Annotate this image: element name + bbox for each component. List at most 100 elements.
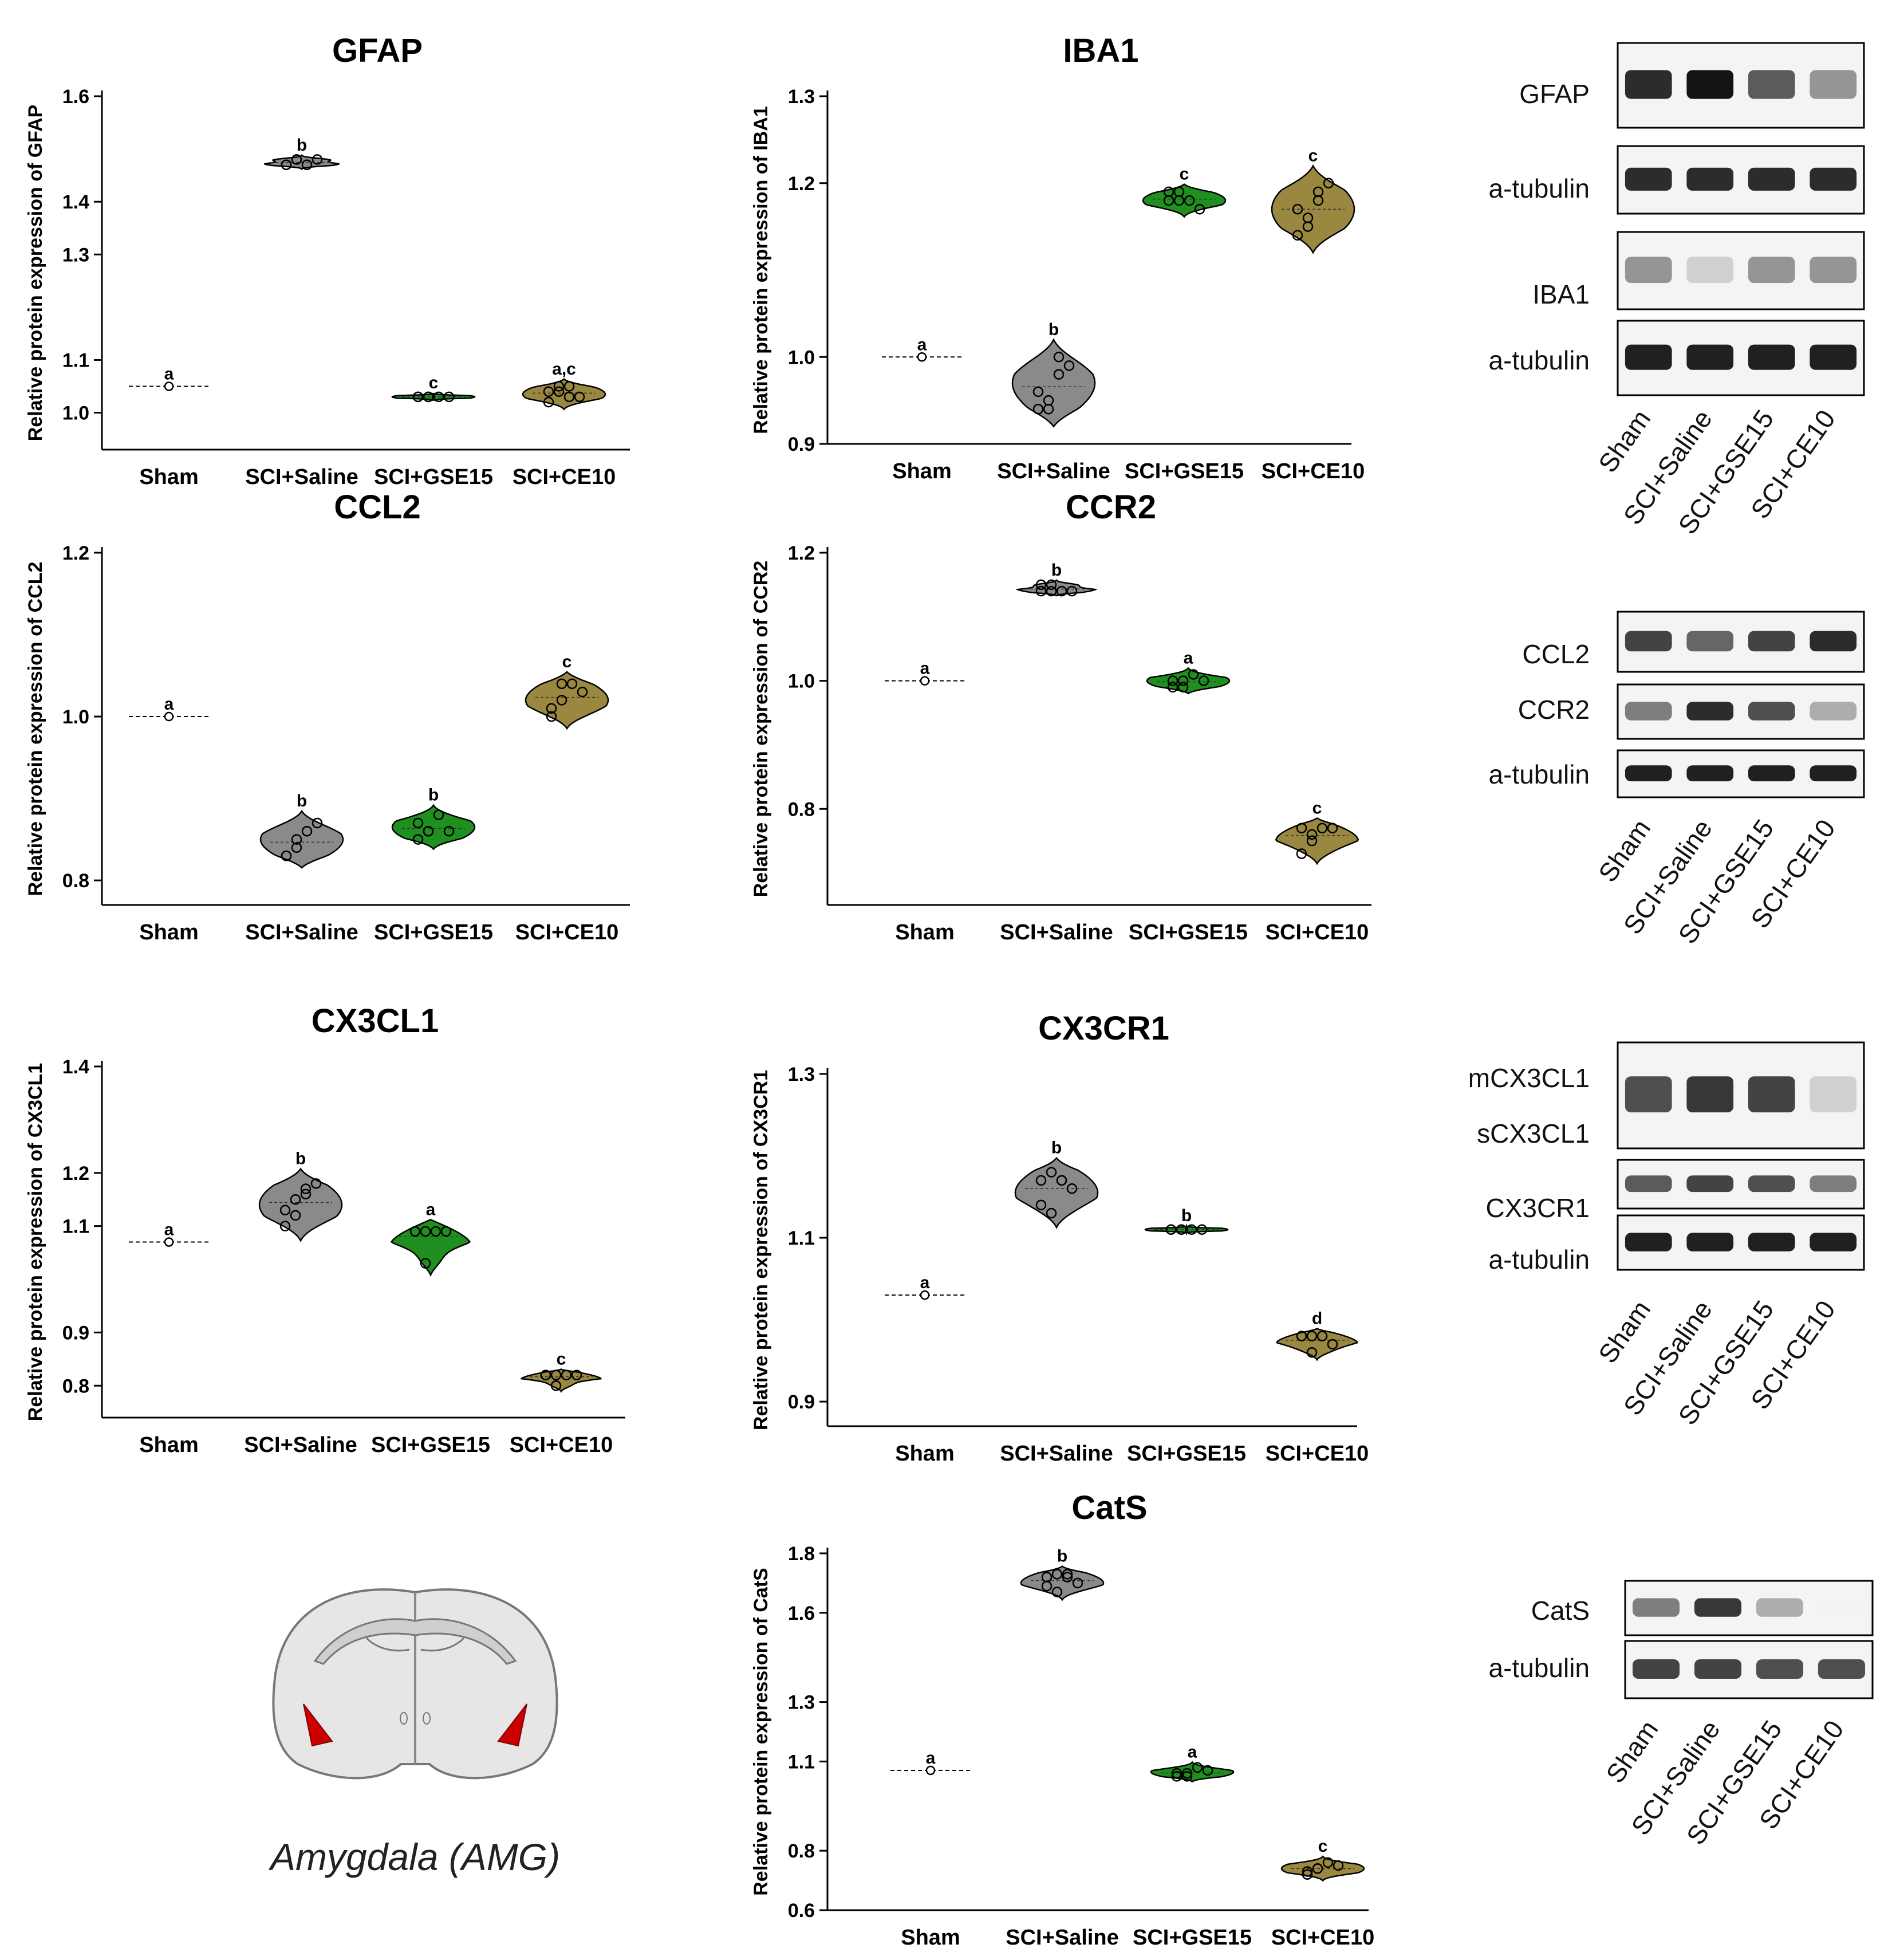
western-blot-1: GFAPa-tubulinIBA1a-tubulinShamSCI+Saline… [1489,42,1865,540]
data-point [291,842,302,853]
data-point [1188,669,1199,680]
blot-band [1694,1598,1742,1617]
data-point [556,678,567,690]
significance-letter: c [1308,146,1318,165]
blot-protein-label: a-tubulin [1489,1653,1590,1683]
significance-letter: c [1180,165,1189,184]
y-tick-label: 1.1 [788,1751,815,1773]
blot-band [1810,631,1857,652]
blot-protein-label: CatS [1531,1596,1590,1626]
x-category-label: SCI+Saline [245,465,358,489]
data-point [430,1226,442,1237]
y-tick-label: 0.8 [62,870,89,892]
data-point [1066,1183,1078,1194]
blot-lane-label: Sham [1593,404,1657,478]
data-point [566,678,578,690]
charts-layer: GFAP Relative protein expression of GFAP 1… [25,32,1374,1950]
y-tick-label: 1.1 [62,1216,89,1238]
data-point [1072,1577,1083,1589]
x-category-label: SCI+CE10 [1266,1442,1369,1466]
significance-letter: a [1188,1742,1197,1761]
blot-band [1748,344,1795,370]
data-point [546,703,557,714]
western-blot-3: mCX3CL1sCX3CL1CX3CR1a-tubulinShamSCI+Sal… [1468,1041,1865,1430]
blot-protein-label: CCL2 [1522,639,1590,669]
blot-band [1686,1233,1734,1251]
blot-band [1748,1175,1795,1192]
data-point [1181,1768,1193,1779]
x-category-label: SCI+GSE15 [1127,1442,1246,1466]
blot-band [1810,344,1857,370]
violin-shape [522,378,606,411]
blot-band [1625,1233,1672,1251]
x-category-label: SCI+Saline [1000,920,1113,944]
significance-letter: b [1057,1547,1067,1566]
x-category-label: SCI+Saline [244,1433,357,1457]
data-point [440,1226,452,1237]
blot-band [1756,1598,1804,1617]
y-tick-label: 1.1 [788,1227,815,1249]
significance-letter: a [164,695,174,714]
significance-letter: c [429,373,439,392]
y-tick-label: 1.3 [788,1064,815,1085]
data-point [543,386,554,397]
data-point [1184,195,1195,206]
y-tick-label: 1.3 [788,1692,815,1714]
amygdala-left [303,1703,333,1747]
x-category-label: Sham [895,920,954,944]
blot-band [1810,765,1857,782]
data-point [1196,1224,1208,1235]
blot-band [1810,167,1857,191]
data-point [423,826,434,837]
data-point [577,686,588,698]
blot-protein-label: GFAP [1519,79,1590,109]
significance-letter: b [1181,1206,1192,1225]
y-tick-label: 1.4 [62,191,89,213]
significance-letter: a [920,659,930,678]
y-tick-label: 0.8 [62,1375,89,1397]
data-point [281,159,292,170]
ventricle-right [420,1637,465,1652]
data-point [1051,1587,1063,1597]
data-point [1173,195,1185,206]
x-category-label: SCI+CE10 [510,1433,613,1457]
data-point [1056,1175,1067,1186]
data-point [553,381,565,392]
data-point [920,1290,930,1300]
y-tick-label: 0.9 [788,434,815,455]
blot-band [1632,1598,1680,1617]
significance-letter: a,c [552,360,576,379]
y-axis-label: Relative protein expression of GFAP [25,105,46,442]
data-point [540,1369,551,1380]
significance-letter: a [164,364,174,383]
chart-cx3cr1: CX3CR1 Relative protein expression of CX3… [750,1010,1369,1466]
blot-protein-label: a-tubulin [1489,759,1590,789]
y-tick-label: 1.2 [62,542,89,564]
data-point [1043,404,1054,415]
data-point [920,676,930,686]
y-axis-label: Relative protein expression of CX3CL1 [25,1063,46,1421]
violin-shape [1150,1761,1235,1783]
y-axis-label: Relative protein expression of IBA1 [750,106,772,434]
y-tick-label: 0.6 [788,1900,815,1922]
blot-band [1748,631,1795,652]
data-point [1316,1331,1328,1341]
x-category-label: Sham [895,1442,954,1466]
blot-band [1818,1598,1866,1617]
blot-band [1686,702,1734,721]
blot-band [1748,765,1795,782]
data-point [1292,204,1303,215]
blot-band [1810,1233,1857,1251]
data-point [571,1369,582,1380]
y-tick-label: 1.3 [62,244,89,266]
data-point [279,1205,291,1216]
chart-gfap: GFAP Relative protein expression of GFAP 1… [25,32,630,489]
x-category-label: Sham [139,465,198,489]
chart-iba1: IBA1 Relative protein expression of IBA1 0… [750,32,1365,483]
blot-protein-label: sCX3CL1 [1477,1119,1590,1148]
data-point [290,1194,301,1205]
data-point [1306,835,1318,847]
ventricle-left [365,1637,410,1652]
blot-band [1625,631,1672,652]
blot-band [1810,1076,1857,1113]
